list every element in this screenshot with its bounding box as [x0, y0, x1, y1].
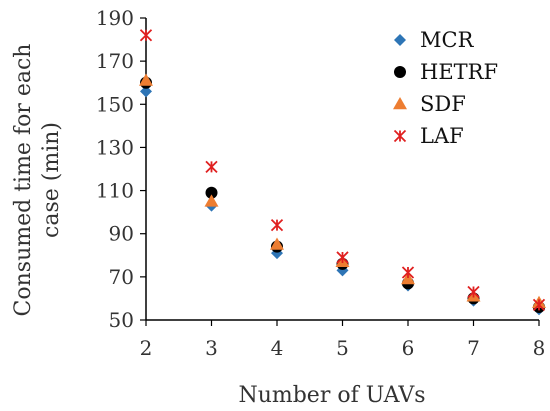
- legend: MCR HETRF SDF LAF: [393, 28, 498, 148]
- data-point: [532, 298, 546, 312]
- y-tick-label: 70: [109, 265, 134, 289]
- y-tick-label: 190: [96, 6, 134, 30]
- data-point: [336, 251, 349, 264]
- data-point: [205, 160, 218, 173]
- legend-marker: [394, 66, 406, 78]
- y-axis-title-line-2: case (min): [39, 122, 64, 238]
- data-point: [140, 85, 152, 98]
- y-tick-label: 170: [96, 49, 134, 73]
- y-tick-label: 150: [96, 92, 134, 116]
- data-point: [401, 272, 415, 285]
- y-axis-title-line-1: Consumed time for each: [11, 44, 36, 317]
- y-tick-label: 110: [96, 179, 134, 203]
- x-tick-label: 5: [336, 336, 349, 360]
- series-mcr: [140, 85, 545, 316]
- x-tick-label: 4: [271, 336, 284, 360]
- data-point: [139, 73, 153, 86]
- legend-marker: [393, 97, 407, 110]
- legend-label: SDF: [420, 92, 466, 116]
- data-point: [270, 237, 284, 250]
- x-axis: 2 3 4 5 6 7 8: [140, 320, 546, 360]
- series-layer: [139, 29, 546, 316]
- series-hetrf: [140, 76, 545, 314]
- legend-label: MCR: [420, 28, 475, 52]
- x-tick-label: 6: [402, 336, 415, 360]
- series-laf: [139, 29, 546, 312]
- legend-marker: [393, 129, 407, 143]
- data-point: [139, 29, 153, 42]
- x-tick-label: 7: [467, 336, 480, 360]
- y-axis: 50 70 90 110 130 150 170 190: [96, 6, 146, 332]
- data-point: [270, 218, 284, 232]
- y-tick-label: 90: [109, 222, 134, 246]
- x-tick-label: 3: [205, 336, 218, 360]
- y-tick-label: 130: [96, 135, 134, 159]
- legend-label: LAF: [420, 124, 464, 148]
- x-tick-label: 8: [533, 336, 546, 360]
- data-point: [401, 266, 415, 279]
- x-tick-label: 2: [140, 336, 153, 360]
- legend-label: HETRF: [420, 60, 498, 84]
- data-point: [467, 285, 480, 299]
- data-point: [204, 194, 219, 207]
- data-point: [205, 186, 218, 199]
- y-tick-label: 50: [109, 308, 134, 332]
- x-axis-title: Number of UAVs: [238, 383, 425, 408]
- legend-marker: [394, 34, 406, 46]
